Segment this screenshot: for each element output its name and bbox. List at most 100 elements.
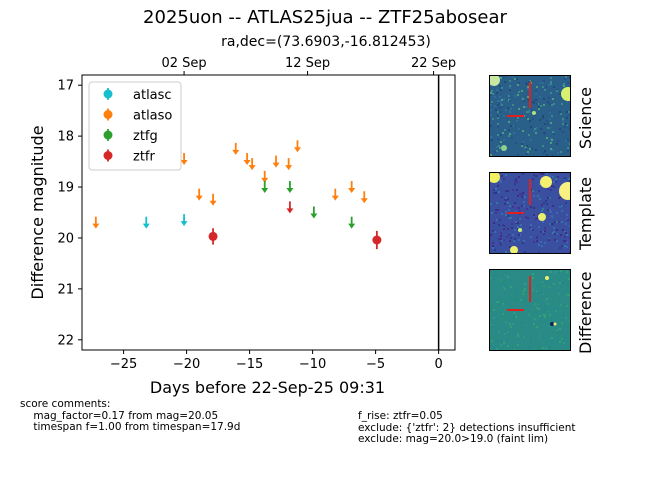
limit-head — [209, 200, 217, 206]
upper-limit-marker — [285, 158, 293, 171]
difference-stamp — [489, 269, 571, 351]
template-stamp — [489, 172, 571, 254]
legend-item-ztfr: ztfr — [103, 149, 155, 165]
upper-limit-marker — [180, 153, 188, 166]
y-tick-label: 21 — [57, 282, 74, 297]
stamp-image — [490, 76, 570, 156]
star-blob — [561, 87, 570, 101]
x-tick-label: −5 — [366, 357, 385, 372]
star-blob — [553, 322, 557, 326]
limit-head — [285, 165, 293, 171]
limit-head — [195, 195, 203, 201]
limit-head — [142, 223, 150, 229]
upper-limit-marker — [232, 142, 240, 155]
limit-head — [243, 160, 251, 166]
upper-limit-marker — [142, 216, 150, 229]
legend-item-atlasc: atlasc — [103, 88, 172, 103]
x-tick-label: −25 — [110, 357, 137, 372]
star-blob — [490, 76, 500, 86]
page-subtitle: ra,dec=(73.6903,-16.812453) — [221, 34, 431, 50]
legend-marker — [103, 151, 113, 160]
upper-limit-marker — [92, 216, 100, 229]
limit-head — [272, 162, 280, 168]
limit-head — [261, 188, 269, 194]
limit-head — [180, 221, 188, 227]
limit-head — [286, 188, 294, 194]
upper-limit-marker — [261, 181, 269, 194]
limit-head — [261, 177, 269, 183]
star-blob — [545, 276, 549, 280]
template-label: Template — [576, 176, 595, 250]
stamp-image — [490, 270, 570, 350]
star-blob — [550, 322, 554, 326]
point-marker — [208, 231, 218, 241]
upper-limit-marker — [348, 181, 356, 194]
legend: atlasc atlaso ztfg ztfr — [88, 81, 182, 171]
star-blob — [532, 111, 536, 115]
legend-marker — [103, 130, 113, 140]
star-blob — [559, 182, 570, 200]
star-blob — [490, 173, 500, 183]
science-stamp — [489, 75, 571, 157]
top-tick-label: 22 Sep — [411, 56, 456, 71]
upper-limit-marker — [348, 216, 356, 229]
upper-limit-marker — [286, 181, 294, 194]
upper-limit-marker — [261, 170, 269, 183]
upper-limit-marker — [272, 155, 280, 168]
star-blob — [501, 145, 507, 151]
x-tick-label: 0 — [434, 357, 442, 372]
exclusion-comments: f_rise: ztfr=0.05 exclude: {'ztfr': 2} d… — [358, 410, 576, 445]
upper-limit-marker — [331, 188, 339, 201]
y-tick-label: 18 — [57, 130, 74, 145]
x-axis-label: Days before 22-Sep-25 09:31 — [150, 378, 385, 397]
legend-item-ztfg: ztfg — [103, 129, 158, 144]
upper-limit-marker — [360, 191, 368, 204]
score-comments: score comments: mag_factor=0.17 from mag… — [20, 398, 241, 433]
y-tick-label: 17 — [57, 79, 74, 94]
star-blob — [538, 213, 546, 221]
legend-marker — [103, 89, 113, 99]
y-tick-label: 19 — [57, 181, 74, 196]
limit-head — [286, 208, 294, 214]
data-point — [208, 228, 218, 245]
upper-limit-marker — [286, 201, 294, 214]
upper-limit-marker — [248, 158, 256, 171]
legend-label: atlasc — [133, 88, 172, 103]
upper-limit-marker — [180, 214, 188, 227]
y-tick-label: 22 — [57, 333, 74, 348]
legend-item-atlaso: atlaso — [103, 108, 172, 124]
limit-head — [348, 188, 356, 194]
upper-limit-marker — [243, 153, 251, 166]
limit-head — [348, 223, 356, 229]
x-tick-label: −10 — [299, 357, 326, 372]
stamp-image — [490, 173, 570, 253]
limit-head — [232, 149, 240, 155]
x-tick-label: −15 — [236, 357, 263, 372]
legend-marker — [103, 110, 113, 119]
limit-head — [180, 160, 188, 166]
upper-limit-marker — [209, 193, 217, 206]
plot-frame — [81, 74, 456, 351]
limit-head — [331, 195, 339, 201]
science-label: Science — [576, 86, 595, 149]
difference-label: Difference — [576, 271, 595, 354]
limit-head — [92, 223, 100, 229]
star-blob — [510, 246, 518, 253]
limit-head — [293, 147, 301, 153]
page-title: 2025uon -- ATLAS25jua -- ZTF25abosear — [143, 7, 507, 28]
limit-head — [310, 213, 318, 219]
upper-limit-marker — [293, 140, 301, 153]
point-marker — [372, 235, 382, 245]
star-blob — [518, 228, 522, 232]
top-tick-label: 02 Sep — [161, 56, 206, 71]
star-blob — [540, 176, 552, 188]
top-tick-label: 12 Sep — [285, 56, 330, 71]
legend-label: ztfg — [133, 129, 158, 144]
legend-label: ztfr — [133, 150, 155, 165]
data-point — [372, 230, 382, 250]
legend-label: atlaso — [133, 109, 172, 124]
limit-head — [360, 198, 368, 204]
x-tick-label: −20 — [173, 357, 200, 372]
